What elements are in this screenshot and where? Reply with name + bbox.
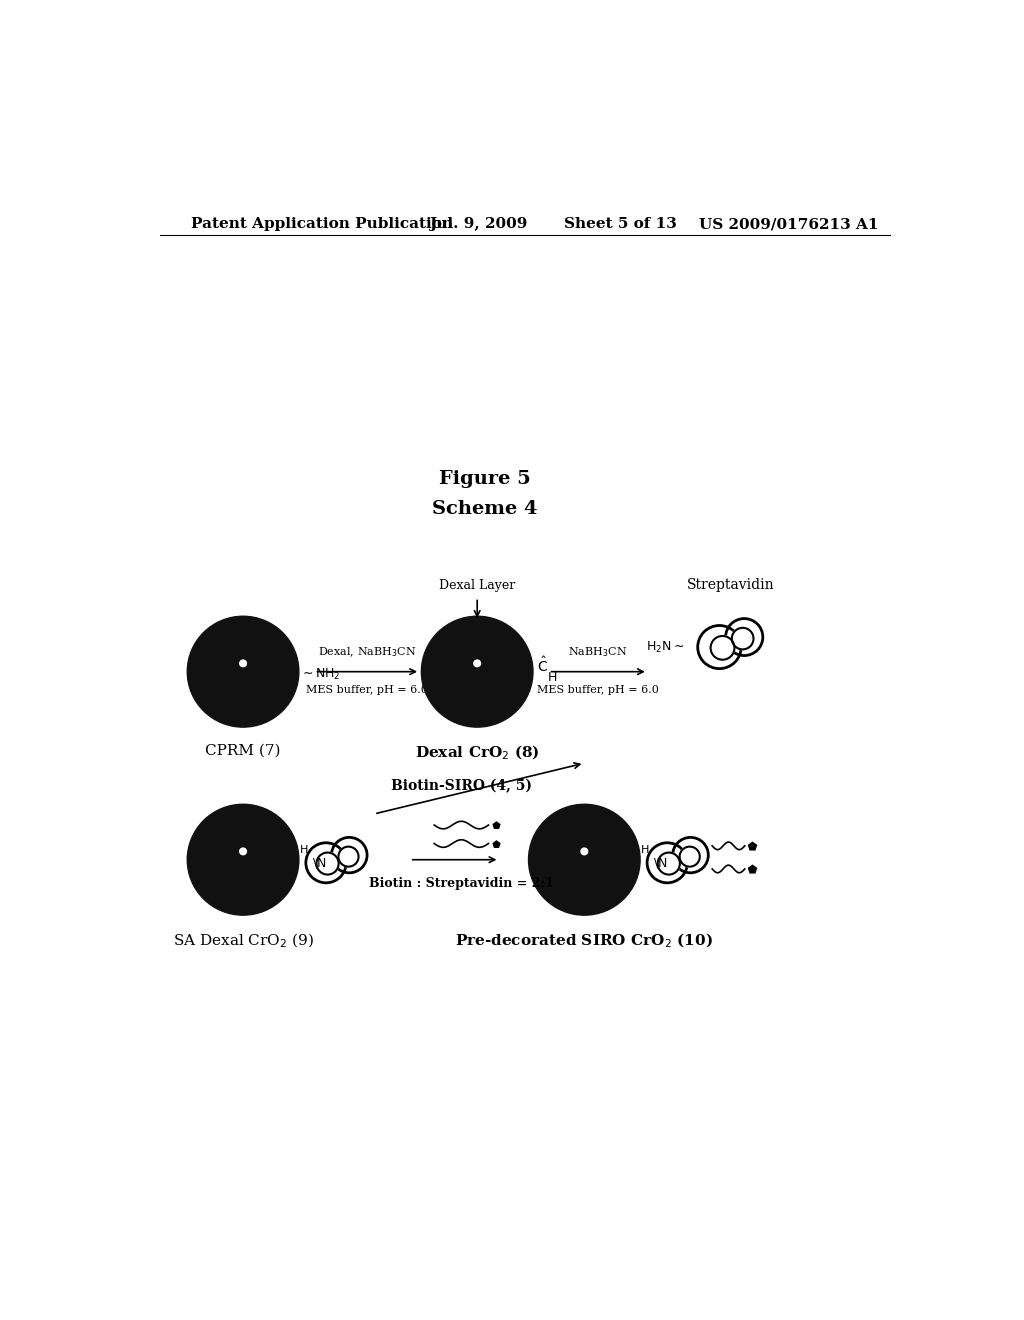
Text: H: H xyxy=(641,846,650,855)
Text: Patent Application Publication: Patent Application Publication xyxy=(191,218,454,231)
Text: Streptavidin: Streptavidin xyxy=(687,578,775,593)
Text: H: H xyxy=(548,672,557,684)
Circle shape xyxy=(187,804,299,915)
Circle shape xyxy=(647,842,687,883)
Text: $\sim$NH$_2$: $\sim$NH$_2$ xyxy=(300,667,341,682)
Circle shape xyxy=(240,660,247,667)
Circle shape xyxy=(187,616,299,727)
Text: Biotin : Streptavidin = 2:1: Biotin : Streptavidin = 2:1 xyxy=(369,876,554,890)
Text: MES buffer, pH = 6.0: MES buffer, pH = 6.0 xyxy=(537,685,658,694)
Text: SA Dexal CrO$_2$ (9): SA Dexal CrO$_2$ (9) xyxy=(172,932,313,950)
Text: Biotin-SIRO (4, 5): Biotin-SIRO (4, 5) xyxy=(391,780,531,793)
Text: Dexal CrO$_2$ (8): Dexal CrO$_2$ (8) xyxy=(415,744,540,763)
Text: Jul. 9, 2009: Jul. 9, 2009 xyxy=(430,218,528,231)
Circle shape xyxy=(680,846,699,867)
Circle shape xyxy=(528,804,640,915)
Text: MES buffer, pH = 6.0: MES buffer, pH = 6.0 xyxy=(306,685,428,694)
Text: $\backslash$N: $\backslash$N xyxy=(312,855,327,870)
Text: Scheme 4: Scheme 4 xyxy=(432,500,538,517)
Circle shape xyxy=(673,837,709,873)
Circle shape xyxy=(338,846,358,867)
Text: Sheet 5 of 13: Sheet 5 of 13 xyxy=(564,218,677,231)
Text: NaBH$_3$CN: NaBH$_3$CN xyxy=(568,645,628,660)
Text: CPRM (7): CPRM (7) xyxy=(206,744,281,758)
Circle shape xyxy=(306,842,346,883)
Text: Figure 5: Figure 5 xyxy=(439,470,531,487)
Text: H: H xyxy=(300,846,308,855)
Text: H$_2$N$\sim$: H$_2$N$\sim$ xyxy=(646,639,684,655)
Circle shape xyxy=(474,660,480,667)
Text: $\backslash$N: $\backslash$N xyxy=(653,855,668,870)
Circle shape xyxy=(332,837,367,873)
Text: $\rm \^{C}$: $\rm \^{C}$ xyxy=(537,656,548,675)
Circle shape xyxy=(711,636,734,660)
Circle shape xyxy=(697,626,741,669)
Text: Pre-decorated SIRO CrO$_2$ (10): Pre-decorated SIRO CrO$_2$ (10) xyxy=(456,932,713,950)
Circle shape xyxy=(657,853,680,875)
Circle shape xyxy=(726,619,763,656)
Text: Dexal, NaBH$_3$CN: Dexal, NaBH$_3$CN xyxy=(317,645,416,660)
Text: Dexal Layer: Dexal Layer xyxy=(439,578,515,591)
Circle shape xyxy=(240,847,247,855)
Circle shape xyxy=(316,853,339,875)
Circle shape xyxy=(732,628,754,649)
Circle shape xyxy=(581,847,588,855)
Text: US 2009/0176213 A1: US 2009/0176213 A1 xyxy=(699,218,879,231)
Circle shape xyxy=(422,616,532,727)
